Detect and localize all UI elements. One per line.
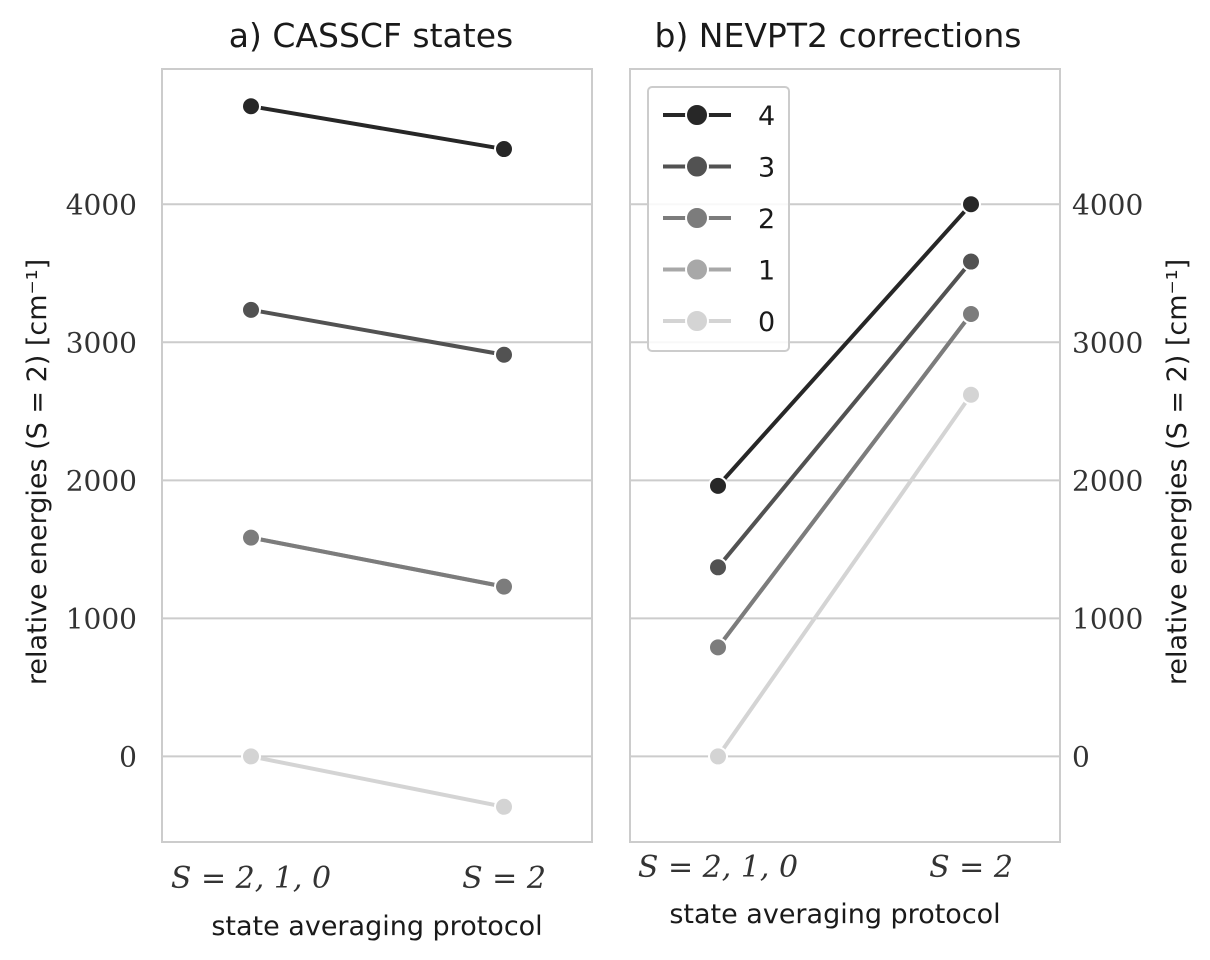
data-point: [241, 746, 261, 767]
series-line: [716, 202, 973, 488]
legend-marker: [685, 309, 709, 333]
data-point: [961, 384, 981, 405]
legend-item: 0: [663, 307, 775, 338]
y-tick-label: 3000: [1072, 326, 1143, 359]
series-line: [716, 259, 973, 570]
legend-item: 2: [663, 204, 775, 235]
y-tick-label: 0: [1072, 740, 1090, 773]
series-line: [716, 312, 973, 650]
y-tick-label: 4000: [66, 188, 137, 221]
data-point: [961, 194, 981, 215]
y-tick-labels-a: 0 1000 2000 3000 4000: [66, 188, 137, 773]
series-line: [249, 535, 506, 589]
data-point: [241, 527, 261, 548]
series-2: [241, 527, 514, 597]
series-3: [708, 251, 981, 578]
series-4: [241, 96, 514, 160]
x-tick-label: S = 2, 1, 0: [171, 861, 331, 896]
data-point: [494, 139, 514, 160]
data-point: [494, 344, 514, 365]
legend-item: 3: [663, 153, 775, 184]
legend-marker: [685, 103, 709, 127]
data-point: [241, 96, 261, 117]
y-axis-label-b: relative energies (S = 2) [cm⁻¹]: [1162, 259, 1193, 685]
x-tick-label: S = 2: [929, 850, 1013, 885]
panel-casscf: 0 1000 2000 3000 4000 S = 2, 1, 0 S = 2 a) CA…: [22, 16, 593, 942]
series-line: [249, 754, 506, 809]
y-tick-label: 1000: [1072, 602, 1143, 635]
y-tick-label: 1000: [66, 602, 137, 635]
y-tick-labels-b: 0 1000 2000 3000 4000: [1072, 188, 1143, 773]
series-line: [249, 307, 506, 357]
series-group-b: [708, 194, 981, 767]
y-axis-label-a: relative energies (S = 2) [cm⁻¹]: [22, 259, 53, 685]
data-point: [961, 251, 981, 272]
legend-label: 2: [758, 204, 775, 235]
data-point: [241, 299, 261, 320]
series-4: [708, 194, 981, 496]
x-tick-label: S = 2: [462, 861, 546, 896]
series-0: [241, 746, 514, 817]
panel-nevpt2: 0 1000 2000 3000 4000 S = 2, 1, 0 S = 2 b) NE…: [629, 16, 1193, 930]
legend-label: 3: [758, 153, 775, 184]
gridlines-a: [162, 203, 592, 758]
x-axis-label-b: state averaging protocol: [669, 899, 1000, 930]
series-2: [708, 304, 981, 658]
data-point: [708, 637, 728, 658]
y-tick-label: 2000: [1072, 464, 1143, 497]
chart-title-b: b) NEVPT2 corrections: [655, 16, 1022, 55]
data-point: [961, 304, 981, 325]
series-line: [716, 392, 973, 759]
data-point: [494, 576, 514, 597]
legend-items: 4 3 2 1 0: [663, 101, 775, 338]
legend-label: 4: [758, 101, 775, 132]
data-point: [494, 796, 514, 817]
legend-marker: [685, 206, 709, 230]
y-tick-label: 4000: [1072, 188, 1143, 221]
data-point: [708, 475, 728, 496]
plot-frame-a: [161, 68, 593, 843]
chart-title-a: a) CASSCF states: [229, 16, 513, 55]
y-tick-label: 3000: [66, 326, 137, 359]
legend-label: 1: [758, 256, 775, 287]
series-group-a: [241, 96, 514, 817]
legend: 4 3 2 1 0: [647, 86, 790, 352]
data-point: [708, 746, 728, 767]
series-3: [241, 299, 514, 365]
legend-marker: [685, 257, 709, 282]
x-tick-labels-a: S = 2, 1, 0 S = 2: [171, 861, 546, 896]
x-tick-label: S = 2, 1, 0: [638, 850, 798, 885]
data-point: [708, 557, 728, 578]
series-line: [249, 104, 506, 152]
y-tick-label: 0: [119, 740, 137, 773]
legend-label: 0: [758, 307, 775, 338]
legend-marker: [685, 154, 709, 179]
series-0: [708, 384, 981, 767]
x-tick-labels-b: S = 2, 1, 0 S = 2: [638, 850, 1013, 885]
legend-item: 1: [663, 256, 775, 287]
legend-item: 4: [663, 101, 775, 132]
x-axis-label-a: state averaging protocol: [211, 911, 542, 942]
y-tick-label: 2000: [66, 464, 137, 497]
